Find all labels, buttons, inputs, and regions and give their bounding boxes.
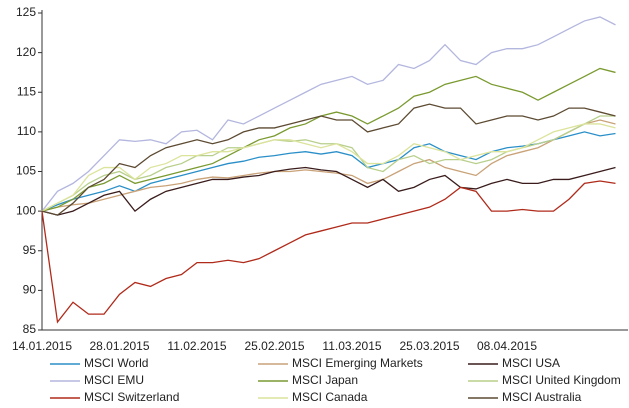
y-tick-label: 90 <box>23 283 37 297</box>
x-tick-label: 14.01.2015 <box>12 339 72 353</box>
y-tick-label: 105 <box>16 164 36 178</box>
legend-label: MSCI Australia <box>502 390 582 404</box>
legend-label: MSCI Emerging Markets <box>292 356 423 370</box>
series-line <box>41 115 616 212</box>
series-line <box>41 16 616 212</box>
series-line <box>41 119 616 212</box>
legend-label: MSCI USA <box>502 356 560 370</box>
series-line <box>41 123 616 212</box>
legend-label: MSCI Canada <box>292 390 368 404</box>
y-tick-label: 95 <box>23 243 37 257</box>
x-tick-label: 08.04.2015 <box>477 339 537 353</box>
series-line <box>41 166 616 216</box>
y-tick-label: 115 <box>17 84 36 98</box>
x-tick-label: 11.02.2015 <box>167 339 226 353</box>
y-tick-label: 125 <box>16 5 36 19</box>
legend-label: MSCI Japan <box>292 373 358 387</box>
x-tick-label: 25.02.2015 <box>244 339 304 353</box>
legend-label: MSCI United Kingdom <box>502 373 621 387</box>
x-tick-label: 11.03.2015 <box>322 339 381 353</box>
y-tick-label: 120 <box>16 45 36 59</box>
x-tick-label: 28.01.2015 <box>89 339 149 353</box>
legend-label: MSCI Switzerland <box>84 390 179 404</box>
legend-label: MSCI EMU <box>84 373 144 387</box>
legend-label: MSCI World <box>84 356 148 370</box>
series-line <box>41 103 616 216</box>
y-tick-label: 85 <box>23 322 37 336</box>
series-line <box>41 67 616 212</box>
y-tick-label: 110 <box>17 124 36 138</box>
x-tick-label: 25.03.2015 <box>399 339 459 353</box>
series-line <box>41 180 616 324</box>
y-tick-label: 100 <box>16 203 36 217</box>
